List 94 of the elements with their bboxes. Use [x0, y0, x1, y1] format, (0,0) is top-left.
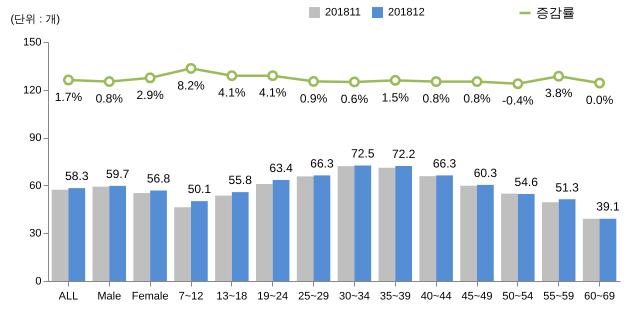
data-label: 1.7%: [54, 90, 82, 104]
data-label: 39.1: [596, 200, 620, 214]
data-label: 50.1: [188, 182, 212, 196]
data-label: 60.3: [474, 166, 498, 180]
data-label: 4.1%: [259, 86, 287, 100]
bar: [215, 196, 232, 281]
bar: [296, 176, 314, 281]
data-label: 54.6: [514, 175, 538, 190]
y-tick-label: 30: [29, 228, 42, 240]
bar: [542, 202, 559, 281]
x-tick-label: 19~24: [257, 290, 288, 302]
bar: [52, 190, 68, 281]
bar: [68, 188, 86, 281]
x-tick-label: Male: [97, 290, 122, 302]
x-tick-label: 55~59: [543, 290, 574, 302]
point: [430, 76, 442, 88]
data-label: 55.8: [228, 173, 252, 188]
point: [267, 70, 278, 82]
y-tick-label: 150: [23, 36, 42, 48]
legend-label: 201812: [388, 6, 425, 19]
point: [594, 78, 606, 88]
data-label: 56.8: [146, 172, 171, 186]
point: [104, 76, 115, 88]
bar: [558, 199, 576, 281]
data-label: 2.9%: [136, 88, 164, 102]
bar: [477, 184, 494, 281]
data-label: 72.5: [351, 146, 375, 160]
bar: [191, 201, 208, 281]
x-tick-label: 50~54: [502, 290, 534, 302]
x-tick-label: Female: [132, 290, 168, 302]
bar: [174, 207, 191, 281]
legend-label: 201811: [325, 6, 361, 19]
bar: [133, 193, 150, 281]
data-label: 3.8%: [545, 86, 573, 100]
point: [186, 62, 196, 74]
point: [308, 76, 320, 87]
bar: [354, 165, 372, 281]
point: [512, 78, 524, 90]
x-tick-label: ALL: [58, 290, 78, 302]
data-label: 0.0%: [586, 93, 614, 108]
x-tick-label: 13~18: [216, 290, 248, 302]
bar: [256, 184, 273, 281]
x-tick-label: 40~44: [420, 290, 452, 302]
data-label: 0.8%: [96, 92, 124, 106]
legend-label: 증감률: [536, 5, 575, 20]
y-axis-title: (단위 : 개): [10, 14, 60, 26]
y-tick-label: 0: [35, 276, 42, 288]
bar: [419, 176, 436, 281]
bar: [272, 180, 290, 281]
point: [553, 70, 564, 82]
bar: [518, 194, 535, 281]
bar: [501, 194, 518, 281]
data-label: 72.2: [392, 146, 416, 161]
data-label: 0.6%: [340, 92, 368, 106]
data-label: 66.3: [432, 156, 457, 170]
data-label: -0.4%: [502, 94, 534, 108]
data-label: 0.8%: [422, 92, 450, 106]
bar: [378, 168, 396, 281]
point: [472, 76, 482, 88]
point: [226, 70, 238, 82]
bar: [600, 218, 616, 281]
bar: [460, 186, 477, 281]
data-label: 0.8%: [463, 92, 491, 106]
bar: [232, 192, 249, 281]
point: [390, 74, 401, 86]
point: [348, 76, 360, 88]
x-tick-label: 25~29: [298, 290, 330, 302]
y-tick-label: 90: [29, 132, 42, 144]
x-tick-label: 7~12: [178, 290, 204, 302]
bar: [582, 218, 600, 281]
point: [62, 74, 74, 86]
data-label: 63.4: [269, 160, 294, 175]
bar: [395, 166, 412, 281]
y-tick-label: 120: [23, 84, 42, 96]
x-tick-label: 35~39: [380, 290, 411, 302]
data-label: 66.3: [310, 156, 334, 170]
bar: [150, 190, 167, 281]
bar: [314, 175, 330, 281]
x-tick-label: 30~34: [338, 290, 370, 302]
data-label: 1.5%: [382, 90, 410, 104]
data-label: 51.3: [555, 180, 580, 194]
data-label: 4.1%: [218, 86, 246, 100]
bar: [92, 186, 110, 281]
data-label: 59.7: [106, 166, 130, 181]
y-tick-label: 60: [29, 180, 42, 192]
bar: [436, 175, 453, 281]
point: [144, 72, 156, 84]
data-label: 58.3: [65, 169, 89, 184]
bar: [109, 186, 126, 281]
data-label: 8.2%: [177, 78, 205, 92]
x-tick-label: 45~49: [462, 290, 492, 302]
x-tick-label: 60~69: [584, 290, 616, 302]
bar: [338, 166, 354, 281]
data-label: 0.9%: [300, 91, 328, 106]
